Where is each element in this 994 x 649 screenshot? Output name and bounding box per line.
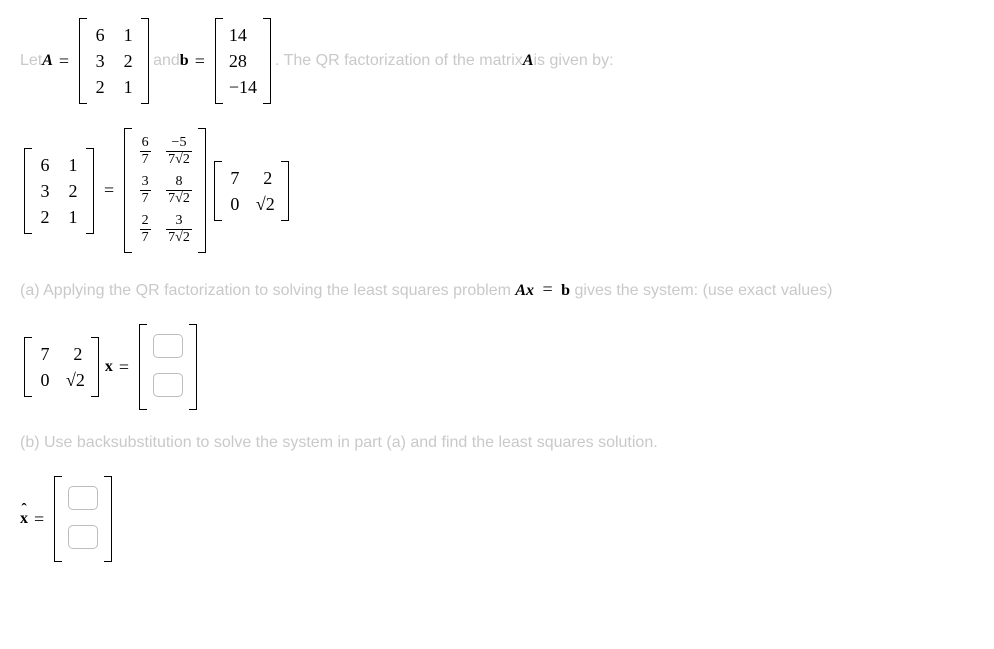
answer-input-a1[interactable] [153,334,183,358]
matrix-A: 61 32 21 [79,18,149,104]
answer-vector-a [139,324,197,410]
eqn-b: b [561,282,570,299]
matrix-A-qr-lhs: 61 32 21 [24,148,94,234]
answer-input-b1[interactable] [68,486,98,510]
text-trail1: . The QR factorization of the matrix [275,52,523,70]
text-trail2: is given by: [533,52,613,70]
sym-xhat: x [20,510,28,528]
eqn-eq: = [539,279,562,299]
eq-sign-2: = [189,51,211,72]
part-a-text: (a) Applying the QR factorization to sol… [20,279,974,300]
answer-input-b2[interactable] [68,525,98,549]
part-b-label: (b) Use backsubstitution to solve the sy… [20,434,658,451]
answer-vector-b [54,476,112,562]
sym-b: b [180,52,189,70]
eq-sign-qr: = [98,180,120,201]
matrix-Q: 67 −57√2 37 87√2 27 37√2 [124,128,206,253]
part-a-label2: gives the system: (use exact values) [575,282,833,299]
sym-A: A [42,52,53,70]
eqn-Ax: Ax [515,282,534,299]
sym-x: x [103,358,113,376]
answer-input-a2[interactable] [153,373,183,397]
eq-sign-b: = [28,509,50,530]
part-b-answer: x = [20,476,974,562]
part-a-label1: (a) Applying the QR factorization to sol… [20,282,515,299]
part-b-text: (b) Use backsubstitution to solve the sy… [20,434,974,452]
eq-sign-1: = [53,51,75,72]
matrix-R-a: 72 0√2 [24,337,99,397]
sym-A2: A [523,52,534,70]
text-and: and [153,52,180,70]
qr-factorization-line: 61 32 21 = 67 −57√2 37 87√2 27 37√2 [20,128,974,253]
text-let: Let [20,52,42,70]
problem-statement-line: Let A = 61 32 21 and b = 14 28 −14 . The… [20,18,974,104]
eq-sign-a: = [113,357,135,378]
matrix-b: 14 28 −14 [215,18,271,104]
matrix-R: 72 0√2 [214,161,289,221]
part-a-system: 72 0√2 x = [20,324,974,410]
